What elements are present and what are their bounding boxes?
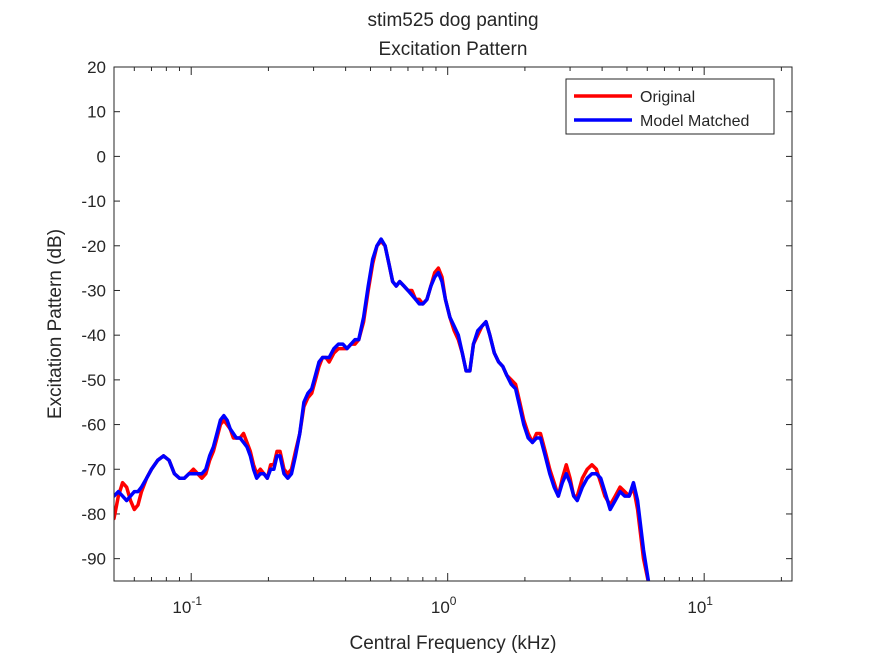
series-layer: [114, 237, 651, 581]
y-tick-label: 10: [87, 103, 106, 122]
series-line-original: [114, 239, 650, 581]
plot-area-frame: [113, 66, 793, 582]
y-tick-label: -60: [81, 416, 106, 435]
y-tick-label: -90: [81, 550, 106, 569]
chart-title-line2: Excitation Pattern: [379, 39, 528, 60]
series-line-model-matched: [114, 237, 651, 581]
y-tick-label: -70: [81, 460, 106, 479]
y-axis-label: Excitation Pattern (dB): [45, 229, 66, 419]
chart-title-line1: stim525 dog panting: [367, 10, 538, 31]
y-tick-label: -20: [81, 237, 106, 256]
legend-box: [565, 78, 775, 135]
y-tick-label: -50: [81, 371, 106, 390]
y-tick-label: -80: [81, 505, 106, 524]
legend-label-model-matched: Model Matched: [640, 113, 749, 130]
y-tick-label: 0: [97, 147, 106, 166]
x-axis: 10-1 100 101: [133, 67, 782, 617]
legend-label-original: Original: [640, 89, 695, 106]
y-tick-label: -40: [81, 326, 106, 345]
x-axis-label: Central Frequency (kHz): [350, 633, 557, 654]
x-tick-label: 101: [687, 594, 713, 617]
x-tick-label: 100: [431, 594, 457, 617]
y-tick-label: -30: [81, 281, 106, 300]
y-tick-label: 20: [87, 58, 106, 77]
x-tick-label: 10-1: [172, 594, 202, 617]
y-axis: 20 10 0 -10 -20 -30 -40 -50 -60 -70 -80 -90: [81, 58, 792, 569]
y-tick-label: -10: [81, 192, 106, 211]
legend: Original Model Matched: [565, 78, 775, 135]
